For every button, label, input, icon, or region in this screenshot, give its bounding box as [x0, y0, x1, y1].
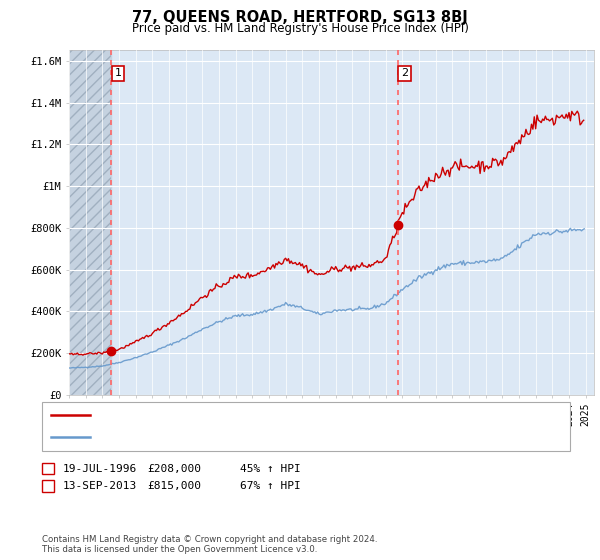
Text: 19-JUL-1996: 19-JUL-1996 — [63, 464, 137, 474]
Text: 1: 1 — [44, 464, 52, 474]
Text: 2: 2 — [401, 68, 408, 78]
Text: 13-SEP-2013: 13-SEP-2013 — [63, 481, 137, 491]
Bar — [69, 50, 112, 395]
Text: 67% ↑ HPI: 67% ↑ HPI — [240, 481, 301, 491]
Bar — [69, 50, 112, 395]
Text: HPI: Average price, detached house, East Hertfordshire: HPI: Average price, detached house, East… — [96, 432, 384, 442]
Text: £815,000: £815,000 — [147, 481, 201, 491]
Text: 1: 1 — [115, 68, 122, 78]
Text: 77, QUEENS ROAD, HERTFORD, SG13 8BJ (detached house): 77, QUEENS ROAD, HERTFORD, SG13 8BJ (det… — [96, 410, 405, 421]
Text: £208,000: £208,000 — [147, 464, 201, 474]
Text: 77, QUEENS ROAD, HERTFORD, SG13 8BJ: 77, QUEENS ROAD, HERTFORD, SG13 8BJ — [132, 10, 468, 25]
Text: 45% ↑ HPI: 45% ↑ HPI — [240, 464, 301, 474]
Text: Price paid vs. HM Land Registry's House Price Index (HPI): Price paid vs. HM Land Registry's House … — [131, 22, 469, 35]
Text: 2: 2 — [44, 481, 52, 491]
Text: Contains HM Land Registry data © Crown copyright and database right 2024.
This d: Contains HM Land Registry data © Crown c… — [42, 535, 377, 554]
